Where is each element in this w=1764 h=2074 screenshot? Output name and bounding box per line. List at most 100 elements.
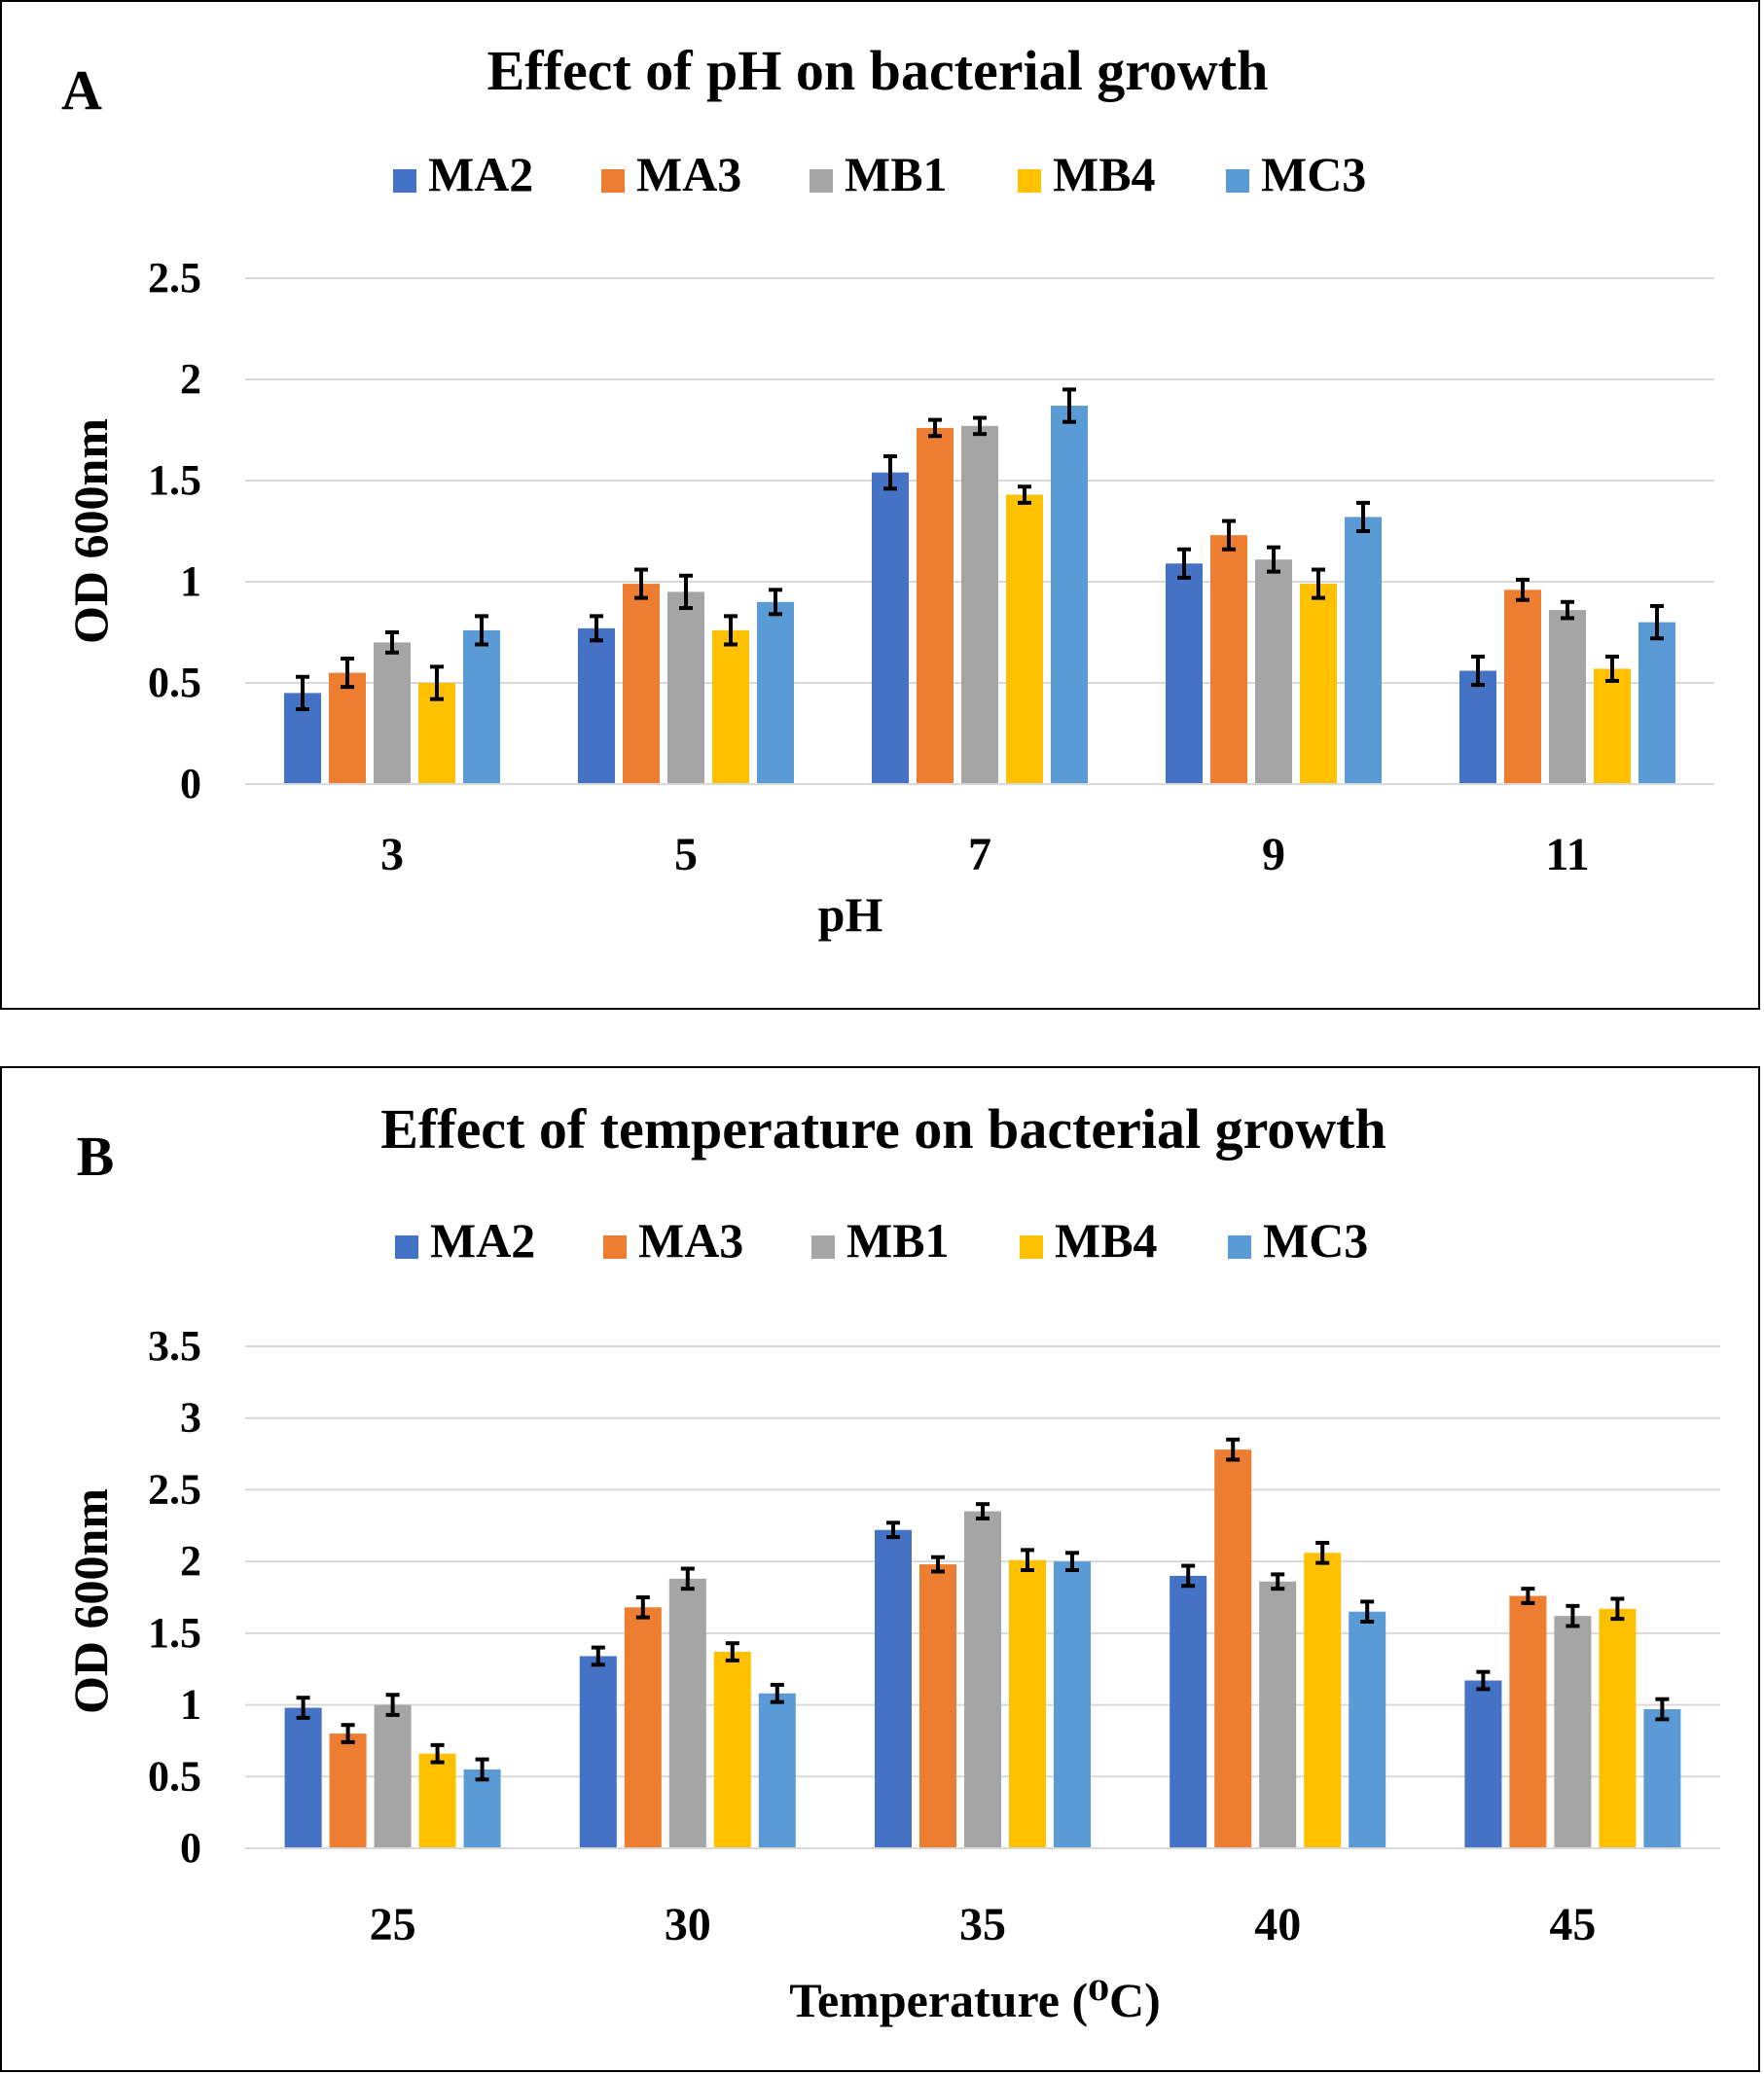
bar-mb4 (1599, 1608, 1637, 1848)
bar-ma2 (1170, 1575, 1207, 1848)
bar-mc3 (1051, 406, 1088, 784)
bar-ma2 (1166, 563, 1203, 784)
x-tick-label: 25 (370, 1899, 416, 1950)
x-tick-label: 3 (380, 829, 404, 880)
legend: MA2 MA3 MB1 MB4 MC3 (393, 147, 1366, 201)
x-axis-label: pH (818, 887, 883, 942)
panel-label: B (77, 1125, 115, 1188)
panel-b: B Effect of temperature on bacterial grow… (0, 1066, 1760, 2072)
y-tick-label: 0.5 (148, 659, 201, 706)
bar-mb1 (668, 1578, 706, 1848)
y-tick-label: 1.5 (148, 1609, 201, 1657)
legend-label-ma3: MA3 (638, 1213, 743, 1268)
bar-mc3 (1349, 1611, 1386, 1848)
legend-swatch-ma2 (393, 169, 416, 193)
legend-label-mb4: MB4 (1053, 147, 1156, 201)
x-tick-label: 30 (665, 1899, 711, 1950)
bar-ma3 (919, 1564, 956, 1848)
x-tick-label: 9 (1262, 829, 1285, 880)
bar-mb1 (667, 591, 704, 784)
bar-mb4 (1300, 584, 1337, 784)
panel-a: A Effect of pH on bacterial growth MA2 MA3 M… (0, 0, 1760, 1010)
panel-label: A (61, 58, 102, 122)
bar-ma3 (623, 584, 660, 784)
bar-mc3 (758, 1693, 796, 1848)
bar-mb4 (418, 1753, 456, 1848)
legend-label-ma2: MA2 (428, 147, 533, 201)
legend-swatch-mc3 (1228, 1235, 1251, 1259)
legend-label-mc3: MC3 (1261, 147, 1366, 201)
bar-ma2 (872, 472, 909, 784)
bar-mb1 (961, 425, 998, 784)
bar-mc3 (1345, 517, 1382, 784)
bar-ma3 (329, 1734, 367, 1848)
bar-mb1 (1259, 1581, 1297, 1848)
legend: MA2 MA3 MB1 MB4 MC3 (395, 1213, 1368, 1268)
legend-swatch-mb4 (1020, 1235, 1043, 1259)
bar-mb1 (374, 642, 411, 784)
y-tick-label: 3 (180, 1394, 201, 1442)
y-tick-label: 0 (180, 760, 201, 807)
bar-mc3 (757, 601, 794, 784)
legend-label-ma3: MA3 (636, 147, 741, 201)
x-tick-label: 45 (1549, 1899, 1596, 1950)
legend-swatch-mb1 (811, 1235, 835, 1259)
y-tick-label: 1 (180, 557, 201, 605)
chart-title: Effect of pH on bacterial growth (487, 39, 1269, 102)
x-axis-label: Temperature (⁰C) (789, 1973, 1161, 2027)
bar-mb1 (1549, 610, 1586, 784)
bar-ma3 (1214, 1449, 1252, 1848)
bar-ma2 (284, 1707, 322, 1848)
y-tick-label: 1 (180, 1681, 201, 1729)
legend-label-mb1: MB1 (845, 147, 948, 201)
bar-ma3 (1504, 590, 1541, 784)
bar-ma3 (1509, 1595, 1547, 1848)
y-tick-label: 0.5 (148, 1752, 201, 1800)
legend-label-mb1: MB1 (846, 1213, 950, 1268)
legend-swatch-mc3 (1226, 169, 1249, 193)
x-tick-label: 40 (1254, 1899, 1301, 1950)
legend-swatch-ma2 (395, 1235, 418, 1259)
bar-mb4 (1594, 668, 1631, 784)
bar-mb1 (1255, 559, 1292, 784)
bar-mc3 (463, 1769, 501, 1848)
bar-ma3 (624, 1607, 662, 1848)
x-tick-label: 7 (968, 829, 991, 880)
bar-ma2 (1464, 1680, 1502, 1848)
bar-ma3 (917, 427, 954, 784)
y-tick-label: 2 (180, 355, 201, 403)
legend-swatch-mb1 (810, 169, 833, 193)
legend-label-ma2: MA2 (430, 1213, 535, 1268)
y-tick-label: 3.5 (148, 1322, 201, 1370)
bar-mc3 (1054, 1561, 1091, 1848)
bar-mb4 (713, 1652, 751, 1848)
bar-ma2 (579, 1656, 617, 1848)
bar-mb4 (1006, 494, 1043, 784)
bar-ma3 (1210, 535, 1247, 784)
x-tick-label: 11 (1545, 829, 1589, 880)
bar-mb4 (712, 629, 749, 784)
x-tick-label: 5 (674, 829, 698, 880)
y-axis-label: OD 600nm (63, 1488, 118, 1714)
x-tick-label: 35 (959, 1899, 1006, 1950)
y-tick-label: 2.5 (148, 254, 201, 302)
bar-ma3 (329, 672, 366, 784)
legend-label-mb4: MB4 (1055, 1213, 1158, 1268)
bar-mb1 (1554, 1616, 1592, 1848)
bar-mb4 (1009, 1559, 1046, 1848)
bar-mb1 (374, 1704, 412, 1848)
chart-temperature: B Effect of temperature on bacterial grow… (63, 1097, 1720, 2027)
bar-ma2 (875, 1529, 912, 1848)
bar-mc3 (1638, 622, 1675, 784)
y-tick-label: 0 (180, 1824, 201, 1872)
bar-mc3 (463, 629, 500, 784)
bar-mb1 (964, 1511, 1001, 1848)
bar-ma2 (1459, 670, 1496, 784)
legend-label-mc3: MC3 (1263, 1213, 1368, 1268)
y-tick-label: 1.5 (148, 456, 201, 504)
y-tick-label: 2 (180, 1537, 201, 1585)
bar-mb4 (1304, 1553, 1342, 1848)
chart-title: Effect of temperature on bacterial growt… (380, 1097, 1386, 1161)
bar-mc3 (1643, 1708, 1681, 1848)
